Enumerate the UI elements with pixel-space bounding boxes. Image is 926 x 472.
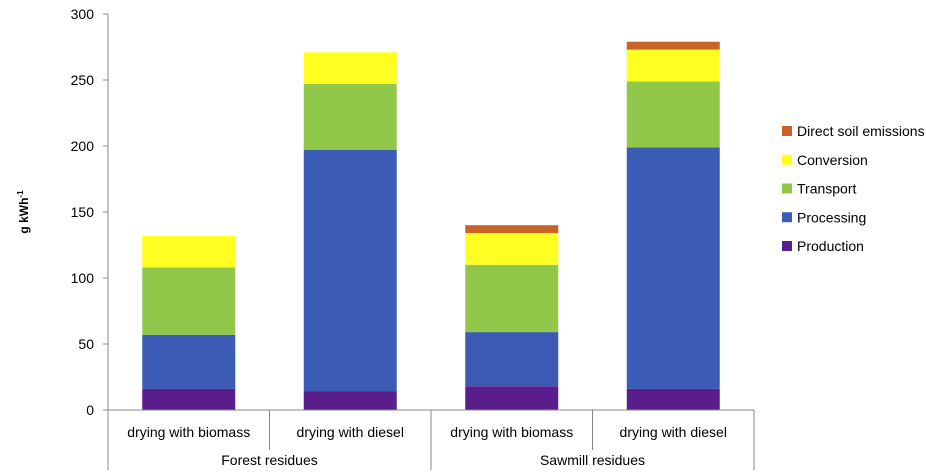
y-axis: 0 50 100 150 200 250 300 — [71, 6, 109, 470]
bar-segment-transport — [303, 83, 397, 150]
bar-segment-transport — [142, 267, 236, 335]
y-tick-label: 300 — [71, 6, 95, 22]
y-axis-title-text: g kWh — [17, 198, 31, 234]
x-category-label: drying with biomass — [127, 424, 250, 440]
legend-label: Processing — [797, 209, 866, 225]
bar-segment-direct-soil-emissions — [626, 41, 720, 50]
bar-segment-processing — [626, 147, 720, 389]
x-group-label: Forest residues — [221, 452, 317, 468]
y-axis-title: g kWh-1 — [16, 190, 31, 234]
legend-label: Production — [797, 238, 864, 254]
y-tick-label: 250 — [71, 72, 95, 88]
x-axis: drying with biomass drying with diesel dry… — [107, 409, 755, 470]
bar-segment-production — [303, 391, 397, 410]
bar-segment-processing — [142, 334, 236, 389]
bars — [142, 41, 720, 410]
x-category-label: drying with biomass — [450, 424, 573, 440]
legend: Direct soil emissions Conversion Transport… — [782, 123, 925, 254]
legend-label: Conversion — [797, 152, 868, 168]
legend-swatch — [782, 212, 792, 223]
bar-segment-processing — [303, 149, 397, 392]
y-tick-label: 200 — [71, 138, 95, 154]
bar-segment-processing — [465, 332, 559, 387]
y-tick-label: 150 — [71, 204, 95, 220]
x-category-label: drying with diesel — [297, 424, 404, 440]
legend-swatch — [782, 154, 792, 165]
y-tick-label: 100 — [71, 270, 95, 286]
y-axis-title-superscript: -1 — [16, 190, 25, 198]
legend-swatch — [782, 241, 792, 251]
y-tick-label: 50 — [78, 336, 94, 352]
x-group-label: Sawmill residues — [540, 452, 645, 468]
legend-swatch — [782, 126, 792, 136]
bar-segment-conversion — [142, 235, 236, 268]
legend-label: Direct soil emissions — [797, 123, 925, 139]
bar-segment-production — [626, 388, 720, 410]
bar-segment-production — [465, 386, 559, 410]
bar-segment-conversion — [465, 233, 559, 265]
bar-segment-direct-soil-emissions — [465, 225, 559, 234]
bar-segment-conversion — [303, 52, 397, 84]
bar-segment-production — [142, 388, 236, 410]
bar-segment-transport — [626, 81, 720, 148]
bar-segment-conversion — [626, 49, 720, 82]
bar-segment-transport — [465, 264, 559, 333]
x-category-label: drying with diesel — [620, 424, 727, 440]
legend-swatch — [782, 183, 792, 194]
y-tick-label: 0 — [86, 402, 94, 418]
legend-label: Transport — [797, 181, 857, 197]
